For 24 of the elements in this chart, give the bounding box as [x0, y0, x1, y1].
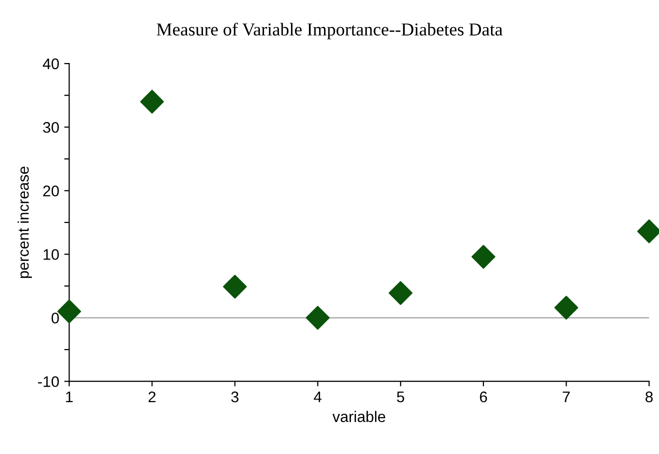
point	[222, 274, 247, 299]
x-tick-label: 4	[314, 392, 322, 402]
y-tick-label: 0	[52, 312, 59, 324]
y-axis-title: percent increase	[18, 166, 32, 278]
point	[554, 296, 578, 320]
y-tick-label: 40	[42, 58, 59, 70]
x-tick-label: 8	[646, 391, 653, 402]
y-tick-label: -10	[38, 376, 59, 388]
x-tick-label: 5	[396, 392, 404, 402]
x-tick-label: 2	[148, 391, 156, 402]
x-tick-label: 3	[231, 391, 238, 402]
y-tick-label: 30	[43, 122, 59, 133]
point	[140, 90, 164, 114]
x-tick-label: 7	[562, 392, 570, 402]
x-tick-label: 1	[66, 392, 73, 402]
x-axis-title: variable	[332, 410, 386, 422]
y-tick-label: 10	[44, 249, 59, 260]
chart-title: Measure of Variable Importance--Diabetes Data	[156, 22, 503, 40]
point	[472, 244, 496, 269]
point	[306, 306, 330, 330]
y-tick-label: 20	[43, 186, 59, 196]
point	[57, 300, 82, 324]
point	[388, 281, 412, 305]
x-tick-label: 6	[480, 391, 487, 402]
